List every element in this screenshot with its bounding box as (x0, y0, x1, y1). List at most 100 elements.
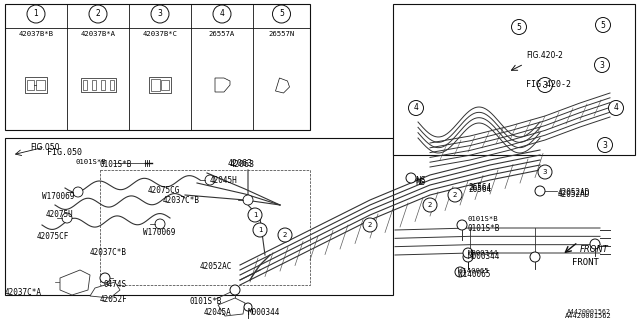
Circle shape (100, 273, 110, 283)
Circle shape (253, 223, 267, 237)
Text: FIG.050: FIG.050 (30, 143, 60, 152)
Text: 0101S*B: 0101S*B (468, 216, 499, 222)
Text: 4: 4 (413, 103, 419, 113)
Text: FRONT: FRONT (572, 258, 599, 267)
Text: 42063: 42063 (230, 160, 255, 169)
Bar (393, 4, 635, 155)
Text: W140065: W140065 (458, 270, 490, 279)
Circle shape (595, 58, 609, 73)
Text: FRONT: FRONT (580, 245, 609, 254)
Text: M000344: M000344 (468, 252, 500, 261)
Text: 2: 2 (283, 232, 287, 238)
Text: 3: 3 (603, 140, 607, 149)
Polygon shape (60, 270, 90, 295)
Circle shape (463, 248, 473, 258)
Circle shape (406, 173, 416, 183)
Text: 3: 3 (600, 60, 604, 69)
Text: 42037C*B: 42037C*B (90, 248, 127, 257)
Polygon shape (215, 78, 230, 92)
Text: 42063: 42063 (228, 159, 253, 168)
Text: 42075CF: 42075CF (37, 232, 69, 241)
Text: 5: 5 (516, 22, 522, 31)
Text: FIG.420-2: FIG.420-2 (526, 51, 563, 60)
Text: 2: 2 (368, 222, 372, 228)
Text: 2: 2 (453, 192, 457, 198)
Bar (81, 78, 115, 92)
Circle shape (463, 252, 473, 262)
Circle shape (278, 228, 292, 242)
Circle shape (73, 187, 83, 197)
Text: 42052AD: 42052AD (558, 188, 590, 197)
Text: 3: 3 (157, 10, 163, 19)
Circle shape (244, 303, 252, 311)
Text: 4: 4 (614, 103, 618, 113)
Circle shape (457, 220, 467, 230)
Circle shape (213, 5, 231, 23)
Text: NS: NS (415, 178, 425, 187)
Circle shape (273, 5, 291, 23)
Text: 1: 1 (34, 10, 38, 19)
Text: 0101S*B: 0101S*B (190, 297, 222, 306)
Circle shape (530, 252, 540, 262)
Circle shape (511, 20, 527, 35)
Text: 42037B*A: 42037B*A (81, 31, 115, 37)
Polygon shape (90, 282, 120, 298)
Text: 0101S*B: 0101S*B (468, 224, 500, 233)
Text: 3: 3 (543, 169, 547, 175)
Circle shape (248, 208, 262, 222)
Text: 26557N: 26557N (268, 31, 294, 37)
Text: 2: 2 (428, 202, 432, 208)
Text: FIG.050: FIG.050 (47, 148, 82, 157)
Bar (83, 80, 86, 90)
Text: A4420001562: A4420001562 (565, 313, 612, 319)
Text: 42045A: 42045A (204, 308, 232, 317)
Circle shape (423, 198, 437, 212)
Circle shape (448, 188, 462, 202)
Bar (161, 80, 169, 90)
Text: M000344: M000344 (468, 250, 499, 256)
Text: 26557A: 26557A (209, 31, 235, 37)
Text: W140065: W140065 (458, 268, 488, 274)
Circle shape (155, 219, 165, 229)
Text: 42045H: 42045H (210, 176, 237, 185)
Text: 5: 5 (600, 20, 605, 29)
Bar (5, 4, 310, 130)
Text: W170069: W170069 (143, 228, 175, 237)
Polygon shape (218, 298, 245, 316)
Circle shape (455, 267, 465, 277)
Text: 42075CG: 42075CG (148, 186, 180, 195)
Bar (25, 77, 47, 93)
Text: 0101S*B: 0101S*B (100, 160, 132, 169)
Circle shape (230, 285, 240, 295)
Text: 0101S*B: 0101S*B (75, 159, 106, 165)
Circle shape (27, 5, 45, 23)
Text: W170069: W170069 (42, 192, 74, 201)
Text: 4: 4 (220, 10, 225, 19)
Text: FIG.420-2: FIG.420-2 (526, 80, 571, 89)
Circle shape (408, 100, 424, 116)
Text: 26564: 26564 (468, 185, 491, 194)
Bar (100, 80, 104, 90)
Text: 42037C*A: 42037C*A (5, 288, 42, 297)
Bar (36, 80, 45, 90)
Text: 42052F: 42052F (100, 295, 128, 304)
Circle shape (538, 165, 552, 179)
Bar (109, 80, 113, 90)
Circle shape (89, 5, 107, 23)
Bar (27, 80, 34, 90)
Circle shape (62, 213, 72, 223)
Text: 42075U: 42075U (46, 210, 74, 219)
Text: 1: 1 (253, 212, 257, 218)
Bar (5, 138, 393, 295)
Circle shape (535, 186, 545, 196)
Text: 3: 3 (543, 81, 547, 90)
Circle shape (609, 100, 623, 116)
Text: 42037B*B: 42037B*B (19, 31, 54, 37)
Circle shape (595, 18, 611, 33)
Text: NS: NS (415, 176, 426, 185)
Text: 2: 2 (95, 10, 100, 19)
Circle shape (598, 138, 612, 153)
Circle shape (243, 195, 253, 205)
Text: 42037B*C: 42037B*C (143, 31, 177, 37)
Circle shape (590, 239, 600, 249)
